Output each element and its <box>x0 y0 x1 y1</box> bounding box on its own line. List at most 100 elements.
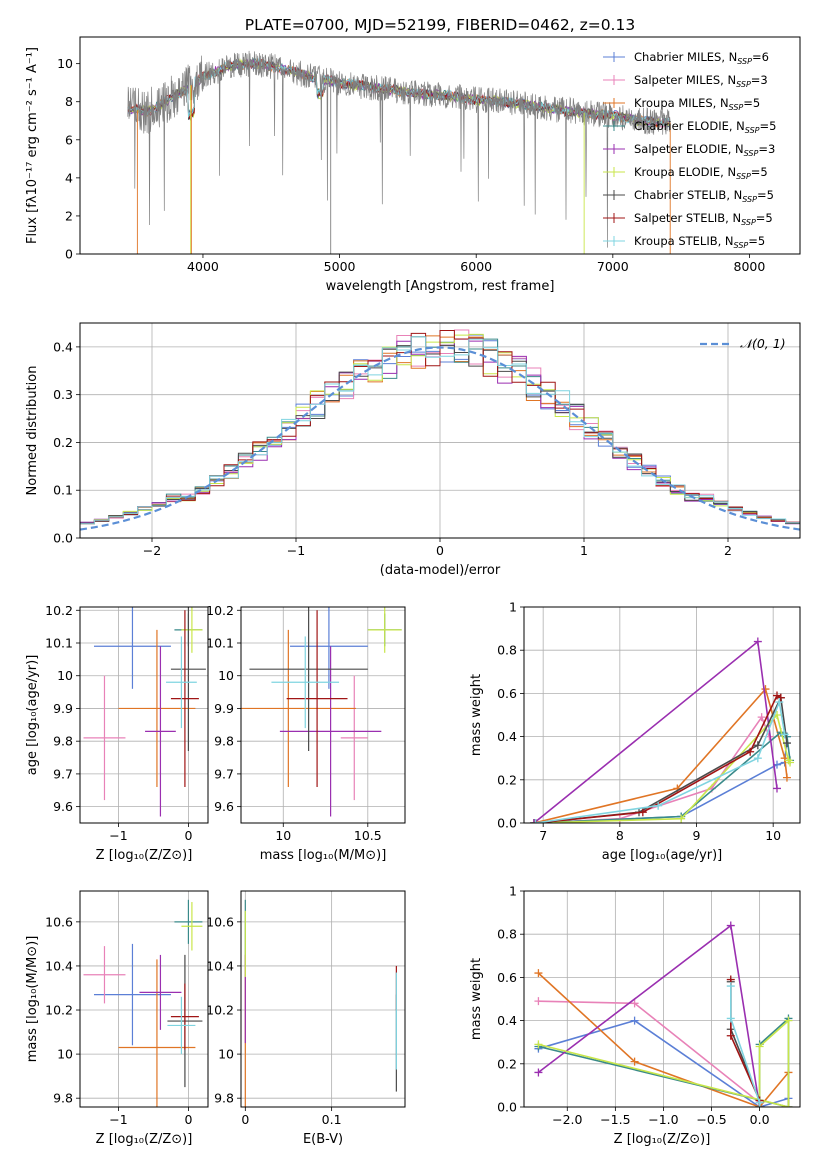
point-c7 <box>170 607 206 751</box>
axes-mass_vs_EBV: 0 0.1 9.8 10 10.2 10.4 10.6 E(B-V) <box>206 890 406 1147</box>
y-tick-label: 9.8 <box>53 1091 73 1106</box>
y-tick-label: 10.1 <box>45 636 73 651</box>
point-c3 <box>118 629 196 787</box>
x-axis-label: age [log₁₀(age/yr)] <box>602 848 723 863</box>
x-tick-label: 4000 <box>187 259 219 274</box>
y-tick-label: 0.4 <box>497 729 517 744</box>
legend-label: Chabrier STELIB, NSSP=5 <box>634 188 774 204</box>
point-c2 <box>83 675 126 801</box>
x-tick-label: 6000 <box>460 259 492 274</box>
x-axis-label: mass [log₁₀(M/M⊙)] <box>260 848 387 863</box>
x-tick-label: −2.0 <box>552 1112 582 1127</box>
y-tick-label: 10.6 <box>206 914 234 929</box>
plot-area <box>244 899 397 1107</box>
y-tick-label: 10.4 <box>45 958 73 973</box>
axes-frame <box>523 890 801 1108</box>
y-tick-label: 9.6 <box>214 799 234 814</box>
series-marker <box>782 773 791 782</box>
x-axis-label: wavelength [Angstrom, rest frame] <box>326 279 555 294</box>
series-marker <box>630 1057 639 1066</box>
y-axis-label: mass [log₁₀(M/M⊙)] <box>25 936 40 1063</box>
legend-label: Kroupa ELODIE, NSSP=5 <box>634 165 768 181</box>
series-marker <box>630 1016 639 1025</box>
point-c5 <box>279 646 382 817</box>
x-tick-label: 0.1 <box>322 1112 342 1127</box>
series-marker <box>654 801 663 810</box>
y-tick-label: 10.2 <box>45 603 73 618</box>
point-c9 <box>271 636 340 729</box>
series-marker <box>746 747 755 756</box>
y-axis-label: mass weight <box>469 674 484 756</box>
x-tick-label: 1 <box>580 543 588 558</box>
x-tick-label: 10.5 <box>354 828 382 843</box>
point-c5 <box>145 646 176 817</box>
y-tick-label: 10.1 <box>206 636 234 651</box>
x-tick-label: 0 <box>241 1112 249 1127</box>
plot-area <box>80 329 800 531</box>
series-marker <box>726 1014 735 1023</box>
y-tick-label: 1 <box>509 884 517 899</box>
x-tick-label: 0 <box>184 1112 192 1127</box>
y-tick-label: 0.6 <box>497 970 517 985</box>
y-tick-label: 10 <box>57 1047 73 1062</box>
plot-area <box>529 637 795 823</box>
x-tick-label: 7 <box>539 828 547 843</box>
y-tick-label: 0.6 <box>497 686 517 701</box>
x-tick-label: 5000 <box>324 259 356 274</box>
y-tick-label: 9.6 <box>53 799 73 814</box>
y-axis-label: mass weight <box>469 958 484 1040</box>
x-axis-label: E(B-V) <box>303 1132 343 1147</box>
y-tick-label: 4 <box>65 170 73 185</box>
axes-age_vs_mass: 10 10.5 9.6 9.7 9.8 9.9 10 10.1 10.2 mass [log₁₀(… <box>206 603 406 863</box>
series-marker <box>753 754 762 763</box>
series-marker <box>784 1016 793 1025</box>
legend-label: Salpeter MILES, NSSP=3 <box>634 73 768 89</box>
point-c8 <box>170 983 199 1050</box>
x-tick-label: 7000 <box>597 259 629 274</box>
axes-residual_distribution: −2 −1 0 1 2 0.0 0.1 0.2 0.3 0.4 (data-model)/error… <box>25 322 801 578</box>
axes-frame <box>240 890 406 1108</box>
y-tick-label: 0.4 <box>497 1013 517 1028</box>
y-tick-label: 2 <box>65 208 73 223</box>
series-marker <box>726 921 735 930</box>
series-marker <box>531 819 540 823</box>
point-c1 <box>290 607 368 689</box>
x-tick-label: −2 <box>143 543 161 558</box>
x-axis-label: Z [log₁₀(Z/Z⊙)] <box>96 1132 193 1147</box>
y-tick-label: 10.2 <box>45 1003 73 1018</box>
x-tick-label: 8 <box>616 828 624 843</box>
point-c9 <box>167 996 196 1055</box>
series-line-c5 <box>537 924 761 1107</box>
y-tick-label: 10 <box>57 668 73 683</box>
point-c5 <box>139 954 182 1030</box>
point-c6 <box>181 902 203 951</box>
point-c8 <box>286 610 348 787</box>
x-tick-label: 2 <box>724 543 732 558</box>
x-tick-label: 9 <box>693 828 701 843</box>
y-tick-label: 0.0 <box>497 1100 517 1115</box>
x-axis-label: Z [log₁₀(Z/Z⊙)] <box>614 1132 711 1147</box>
axes-spectrum: 4000 5000 6000 7000 8000 0 2 4 6 8 10 wavelength [A… <box>25 36 801 294</box>
x-tick-label: −1.5 <box>600 1112 630 1127</box>
point-c4 <box>174 899 203 944</box>
x-tick-label: 0.0 <box>750 1112 770 1127</box>
y-tick-label: 9.8 <box>214 1091 234 1106</box>
y-axis-label: Flux [fλ10⁻¹⁷ erg cm⁻² s⁻¹ A⁻¹] <box>25 47 40 244</box>
x-tick-label: −1 <box>287 543 305 558</box>
y-tick-label: 9.8 <box>53 734 73 749</box>
y-tick-label: 0.0 <box>53 531 73 546</box>
legend-label: Salpeter ELODIE, NSSP=3 <box>634 142 775 158</box>
legend-label: Salpeter STELIB, NSSP=5 <box>634 211 773 227</box>
y-tick-label: 0.1 <box>53 483 73 498</box>
point-c7 <box>249 607 368 751</box>
y-tick-label: 9.9 <box>53 701 73 716</box>
axes-age_vs_Z: −1 0 9.6 9.7 9.8 9.9 10 10.1 10.2 Z [log₁₀(Z/Z⊙)]… <box>25 603 209 863</box>
point-c1 <box>93 607 171 689</box>
point-c1 <box>93 943 171 1046</box>
series-marker <box>773 784 781 793</box>
y-tick-label: 0.8 <box>497 643 517 658</box>
series-marker <box>780 730 789 739</box>
axes-weight_vs_age: 7 8 9 10 0.0 0.2 0.4 0.6 0.8 1 age [log₁₀(age/yr)]… <box>469 600 801 863</box>
